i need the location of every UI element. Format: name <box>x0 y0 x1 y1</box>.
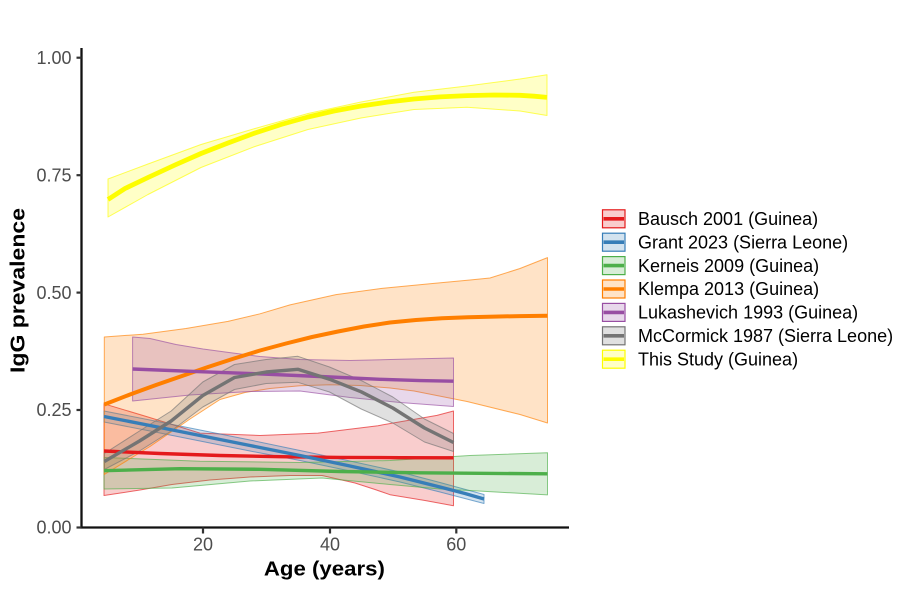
svg-text:This Study (Guinea): This Study (Guinea) <box>638 349 798 369</box>
svg-text:IgG prevalence: IgG prevalence <box>8 208 30 373</box>
svg-text:Bausch 2001 (Guinea): Bausch 2001 (Guinea) <box>638 209 818 229</box>
svg-text:40: 40 <box>320 535 340 555</box>
svg-text:0.00: 0.00 <box>36 518 71 538</box>
svg-text:0.50: 0.50 <box>36 283 71 303</box>
svg-text:McCormick 1987 (Sierra Leone): McCormick 1987 (Sierra Leone) <box>638 326 893 346</box>
svg-text:0.75: 0.75 <box>36 165 71 185</box>
svg-text:0.25: 0.25 <box>36 400 71 420</box>
svg-text:Kerneis 2009 (Guinea): Kerneis 2009 (Guinea) <box>638 256 819 276</box>
svg-text:Lukashevich 1993 (Guinea): Lukashevich 1993 (Guinea) <box>638 303 858 323</box>
svg-text:20: 20 <box>193 535 213 555</box>
svg-text:1.00: 1.00 <box>36 48 71 68</box>
svg-text:Age (years): Age (years) <box>264 559 385 581</box>
svg-text:Grant 2023 (Sierra Leone): Grant 2023 (Sierra Leone) <box>638 232 848 252</box>
svg-text:60: 60 <box>446 535 466 555</box>
svg-text:Klempa 2013 (Guinea): Klempa 2013 (Guinea) <box>638 279 819 299</box>
